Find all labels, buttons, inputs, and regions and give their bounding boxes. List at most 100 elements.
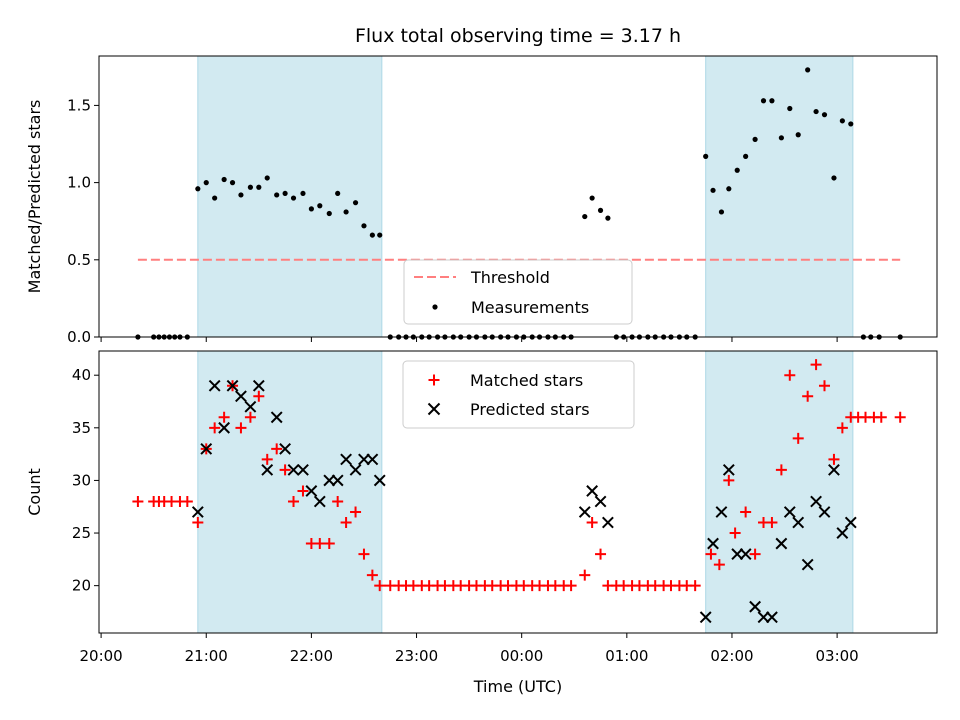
data-point xyxy=(734,167,740,173)
data-point xyxy=(218,411,230,423)
data-point xyxy=(181,495,193,507)
y-axis-label: Count xyxy=(25,468,44,516)
data-point xyxy=(331,474,344,487)
data-point xyxy=(805,67,811,73)
data-point xyxy=(238,192,244,198)
legend-box xyxy=(402,360,635,429)
data-point xyxy=(707,537,719,550)
observing-span-1 xyxy=(197,55,383,338)
data-point xyxy=(343,209,349,215)
data-point xyxy=(760,98,767,104)
panel-ratio: 0.0 0.5 1.0 1.5 Matched/Predicted stars Thres… xyxy=(25,55,938,346)
data-point xyxy=(783,506,796,518)
data-point xyxy=(261,453,273,465)
data-point xyxy=(212,195,218,201)
series-measurements xyxy=(135,67,903,340)
data-point xyxy=(247,184,254,190)
data-point xyxy=(229,180,236,186)
data-point xyxy=(757,611,770,624)
x-axis-label: Time (UTC) xyxy=(473,677,562,696)
data-point xyxy=(589,195,595,201)
data-point xyxy=(743,153,749,159)
data-point xyxy=(373,474,386,487)
data-point xyxy=(831,175,837,181)
plot-frame xyxy=(98,350,938,634)
data-point xyxy=(374,580,386,592)
data-point xyxy=(705,548,717,560)
data-point xyxy=(726,186,732,192)
y-tick-label: 25 xyxy=(72,524,91,542)
data-point xyxy=(703,153,709,159)
data-point xyxy=(300,190,306,197)
data-point xyxy=(377,232,383,238)
data-point xyxy=(287,463,300,476)
y-tick-label: 0.5 xyxy=(67,251,91,269)
data-point xyxy=(352,200,359,206)
legend-predicted-label: Predicted stars xyxy=(470,400,590,419)
data-point xyxy=(729,527,741,539)
data-point xyxy=(699,611,712,624)
legend-measurements-label: Measurements xyxy=(471,298,589,317)
data-point xyxy=(775,537,788,550)
data-point xyxy=(689,580,701,592)
data-point xyxy=(752,136,758,142)
data-point xyxy=(605,215,611,221)
data-point xyxy=(839,118,845,124)
data-point xyxy=(586,517,598,529)
series-matched-stars xyxy=(132,359,906,592)
x-tick-label: 20:00 xyxy=(79,647,122,665)
data-point xyxy=(810,359,822,371)
data-point xyxy=(279,464,291,476)
data-point xyxy=(253,390,265,402)
data-point xyxy=(813,108,819,115)
observing-span-2 xyxy=(705,55,854,338)
data-point xyxy=(740,506,752,518)
data-point xyxy=(844,516,857,529)
data-point xyxy=(350,506,362,518)
legend-measurements-swatch xyxy=(432,304,438,310)
data-point xyxy=(279,442,292,455)
data-point xyxy=(340,453,352,466)
data-point xyxy=(836,527,849,539)
data-point xyxy=(801,558,814,571)
data-point xyxy=(769,98,775,104)
data-point xyxy=(710,187,716,193)
x-tick-label: 02:00 xyxy=(710,647,753,665)
data-point xyxy=(271,443,283,455)
data-point xyxy=(601,516,614,529)
data-point xyxy=(335,190,341,197)
data-point xyxy=(349,463,362,476)
data-point xyxy=(209,422,221,434)
data-point xyxy=(723,474,735,486)
data-point xyxy=(594,495,607,508)
data-point xyxy=(795,132,801,138)
data-point xyxy=(792,516,805,529)
data-point xyxy=(244,400,257,413)
observing-span-1 xyxy=(197,350,383,634)
data-point xyxy=(582,213,588,220)
x-tick-label: 21:00 xyxy=(185,647,228,665)
data-point xyxy=(597,207,604,213)
data-point xyxy=(261,463,274,476)
data-point xyxy=(821,112,828,118)
data-point xyxy=(766,517,778,529)
data-point xyxy=(358,453,370,466)
data-point xyxy=(749,548,761,560)
data-point xyxy=(586,485,599,497)
data-point xyxy=(323,538,335,550)
data-point xyxy=(778,135,784,141)
data-point xyxy=(848,121,854,127)
data-point xyxy=(200,442,213,455)
data-point xyxy=(314,538,326,550)
data-point xyxy=(836,422,848,434)
data-point xyxy=(818,506,831,518)
data-point xyxy=(308,206,314,212)
data-point xyxy=(208,379,221,392)
legend-matched-label: Matched stars xyxy=(470,371,583,390)
data-point xyxy=(766,611,778,624)
data-point xyxy=(775,464,787,476)
data-point xyxy=(818,380,830,392)
data-point xyxy=(191,506,204,518)
data-point xyxy=(810,495,822,508)
